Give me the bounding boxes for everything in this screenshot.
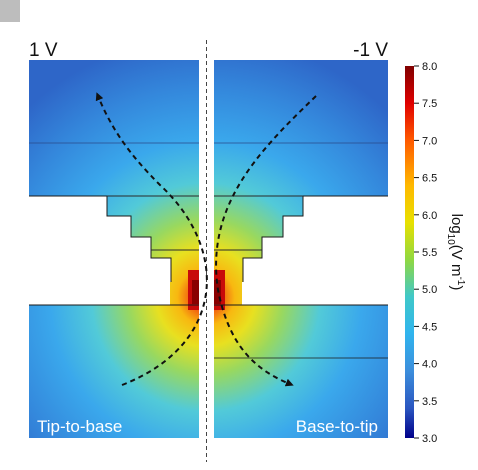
colorbar-label-close: ) (448, 285, 465, 290)
interface-lines (29, 142, 388, 359)
colorbar-tick-label: 8.0 (422, 61, 437, 73)
colorbar-ticks: 8.0 7.5 7.0 6.5 6.0 5.5 5.0 4.5 4.0 3.5 3.0 (414, 61, 437, 445)
tip-core-left (192, 280, 199, 304)
panel-letter-box (0, 0, 20, 22)
voltage-right-label: -1 V (353, 40, 388, 61)
colorbar-tick-label: 6.0 (422, 210, 437, 222)
arrow-left-upward (95, 92, 208, 386)
caption-left: Tip-to-base (37, 417, 122, 436)
field-panel-left (29, 60, 199, 438)
colorbar-tick-label: 3.0 (422, 433, 437, 445)
caption-right: Base-to-tip (296, 417, 378, 436)
colorbar-tick-label: 7.5 (422, 98, 437, 110)
colorbar-label: log10(V m-1) (445, 214, 466, 291)
colorbar-tick-label: 6.5 (422, 173, 437, 185)
colorbar-tick-label: 4.5 (422, 321, 437, 333)
colorbar-tick-label: 3.5 (422, 396, 437, 408)
voltage-left-label: 1 V (29, 40, 58, 61)
central-gap (199, 60, 214, 438)
colorbar-label-sub: 10 (445, 234, 456, 246)
colorbar-label-sup: -1 (455, 276, 466, 285)
colorbar-label-units: (V m (448, 245, 465, 277)
field-panel-right (214, 60, 388, 438)
colorbar-tick-label: 5.5 (422, 247, 437, 259)
arrow-right-downward (215, 95, 317, 387)
colorbar-label-log: log (448, 214, 465, 234)
colorbar-tick-label: 5.0 (422, 284, 437, 296)
colorbar-tick-label: 7.0 (422, 135, 437, 147)
colorbar (405, 66, 414, 438)
colorbar-tick-label: 4.0 (422, 359, 437, 371)
